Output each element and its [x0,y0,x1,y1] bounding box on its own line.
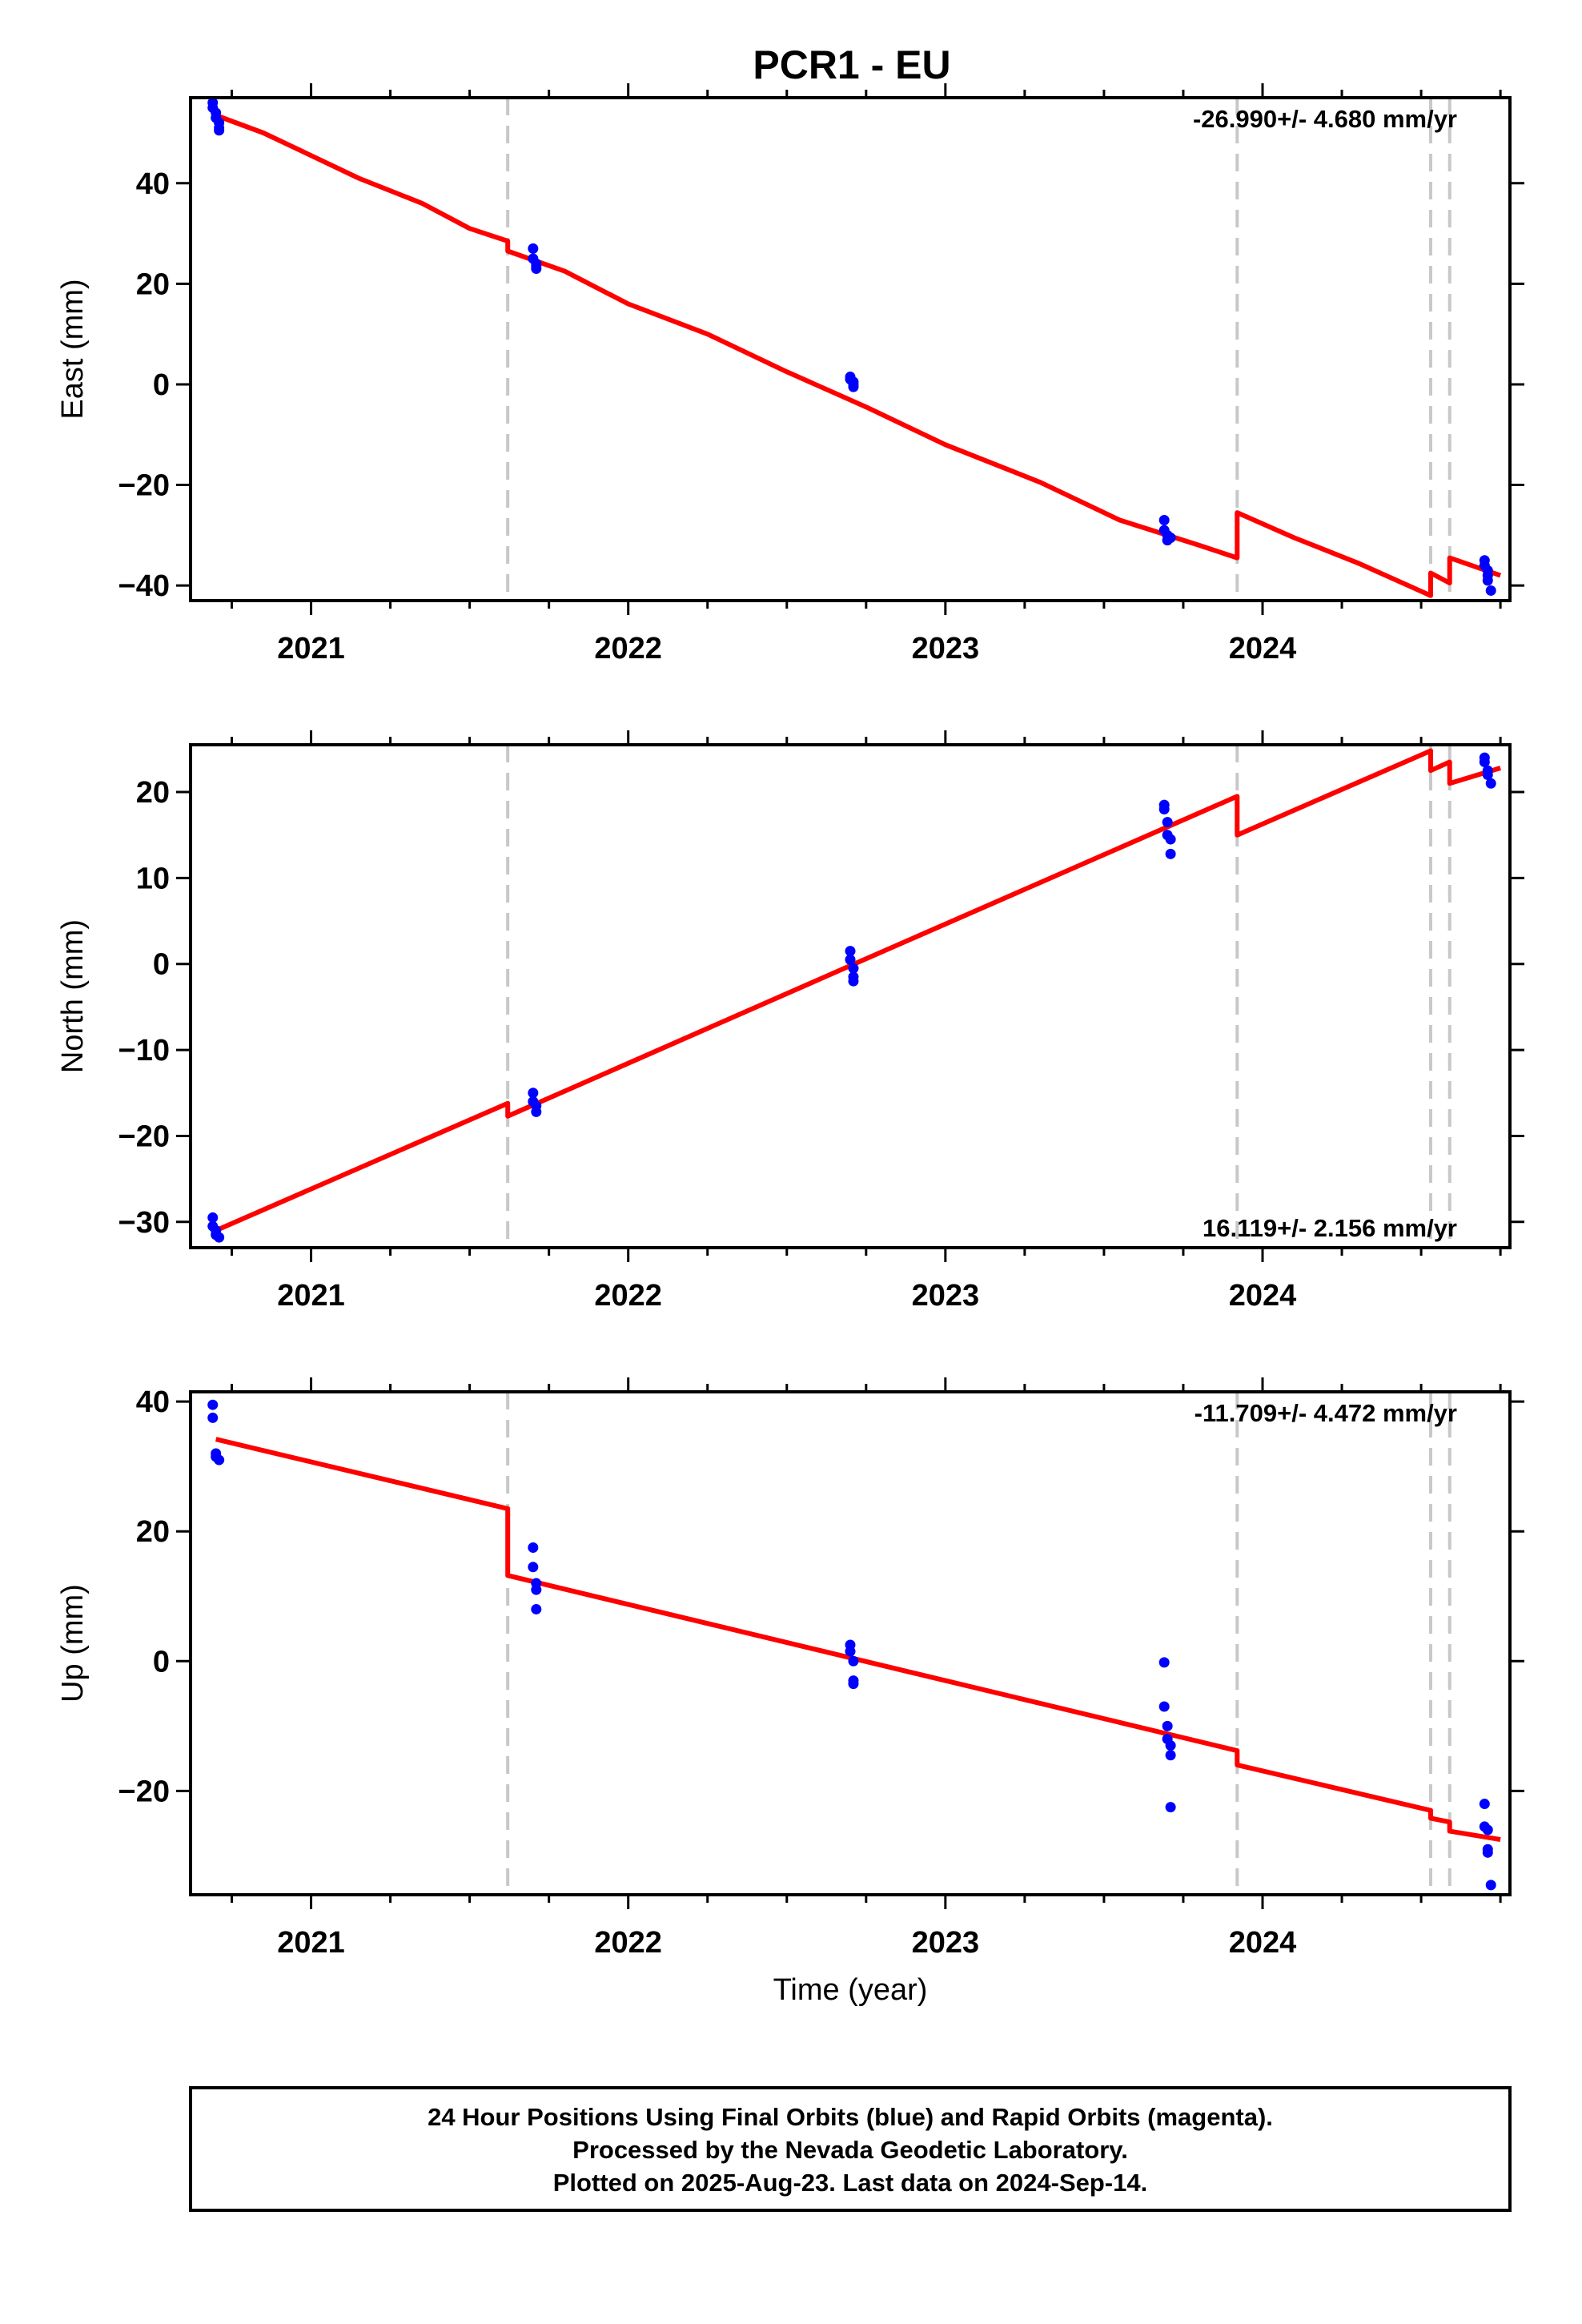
plot-frame [189,96,1512,602]
x-tick-label: 2024 [1229,1926,1297,1960]
plot-frame [189,743,1512,1249]
data-point [531,1603,542,1614]
panel-3: 2021 2022 2023 2024 −20 0 20 40 Up (mm) -11.709+/… [56,1377,1524,2007]
x-tick-label: 2023 [912,1279,980,1313]
data-point [1485,585,1496,596]
data-point [845,1646,856,1657]
model-fit-line [215,1437,1501,1843]
x-tick-label: 2023 [912,632,980,665]
x-tick-label: 2022 [594,1926,662,1960]
data-point [845,954,856,965]
y-tick-label: −40 [118,569,170,603]
footer-box: 24 Hour Positions Using Final Orbits (bl… [189,2086,1512,2212]
chart-title: PCR1 - EU [753,42,950,87]
data-point [214,1232,225,1243]
y-tick-label: 0 [153,368,170,402]
data-point [214,1454,225,1466]
data-point [1482,1847,1493,1858]
data-point [1165,848,1176,859]
y-axis-label: Up (mm) [56,1584,90,1703]
velocity-annotation: -11.709+/- 4.472 mm/yr [1195,1399,1457,1427]
data-point [531,1106,542,1117]
panel-2: 2021 2022 2023 2024 −30 −20 −10 0 10 20 North (mm)… [56,730,1524,1313]
data-point [848,1679,859,1690]
data-point [1482,1824,1493,1835]
data-point [845,946,856,957]
velocity-annotation: -26.990+/- 4.680 mm/yr [1193,105,1457,133]
data-point [214,125,225,136]
data-point [528,243,539,254]
y-tick-label: 10 [136,862,170,895]
y-tick-label: −20 [118,1120,170,1153]
data-point [1479,1799,1490,1810]
data-point [1158,1701,1170,1712]
panel-1: 2021 2022 2023 2024 −40 −20 0 20 40 East (mm) -26.… [56,83,1524,665]
data-point [1165,533,1176,543]
velocity-annotation: 16.119+/- 2.156 mm/yr [1203,1214,1457,1242]
x-tick-label: 2024 [1229,632,1297,665]
data-point [1482,770,1493,781]
x-tick-label: 2022 [594,632,662,665]
data-point [207,1212,219,1223]
y-tick-label: 20 [136,776,170,810]
y-tick-label: 20 [136,1515,170,1549]
data-point [1165,1740,1176,1751]
model-fit-line [215,113,1502,598]
x-tick-label: 2023 [912,1926,980,1960]
data-point [1165,1750,1176,1761]
y-tick-label: 0 [153,948,170,982]
data-point [1165,1802,1176,1813]
y-tick-label: 0 [153,1645,170,1679]
y-tick-label: −20 [118,1775,170,1808]
x-tick-label: 2021 [277,632,345,665]
data-point [1158,1657,1170,1668]
data-point [1482,575,1493,586]
y-axis-label: North (mm) [56,919,90,1073]
data-point [207,1412,219,1423]
data-point [531,263,542,275]
data-point [1162,1720,1173,1731]
footer-line-1: 24 Hour Positions Using Final Orbits (bl… [428,2103,1273,2131]
data-point [1485,778,1496,789]
data-point [528,1088,539,1099]
data-point [528,1542,539,1553]
model-fit-line [215,748,1501,1233]
x-tick-label: 2021 [277,1926,345,1960]
data-point [1158,515,1170,526]
data-point [1162,817,1173,828]
y-tick-label: 40 [136,167,170,201]
footer-line-3: Plotted on 2025-Aug-23. Last data on 202… [553,2169,1147,2197]
data-point [848,975,859,987]
y-tick-label: −20 [118,469,170,503]
data-point [528,1562,539,1573]
data-point [848,963,859,974]
y-tick-label: −30 [118,1206,170,1240]
data-point [207,1399,219,1410]
data-point [1485,1880,1496,1891]
y-tick-label: −10 [118,1034,170,1068]
y-axis-label: East (mm) [56,279,90,419]
x-tick-label: 2024 [1229,1279,1297,1313]
data-point [848,381,859,392]
data-point [531,1584,542,1595]
y-tick-label: 40 [136,1385,170,1419]
plot-frame [189,1390,1512,1896]
x-axis-label: Time (year) [773,1973,928,2007]
footer-line-2: Processed by the Nevada Geodetic Laborat… [572,2136,1128,2164]
y-tick-label: 20 [136,267,170,301]
data-point [1165,834,1176,845]
data-point [1479,756,1490,767]
x-tick-label: 2022 [594,1279,662,1313]
data-point [1158,804,1170,815]
x-tick-label: 2021 [277,1279,345,1313]
data-point [848,1655,859,1667]
